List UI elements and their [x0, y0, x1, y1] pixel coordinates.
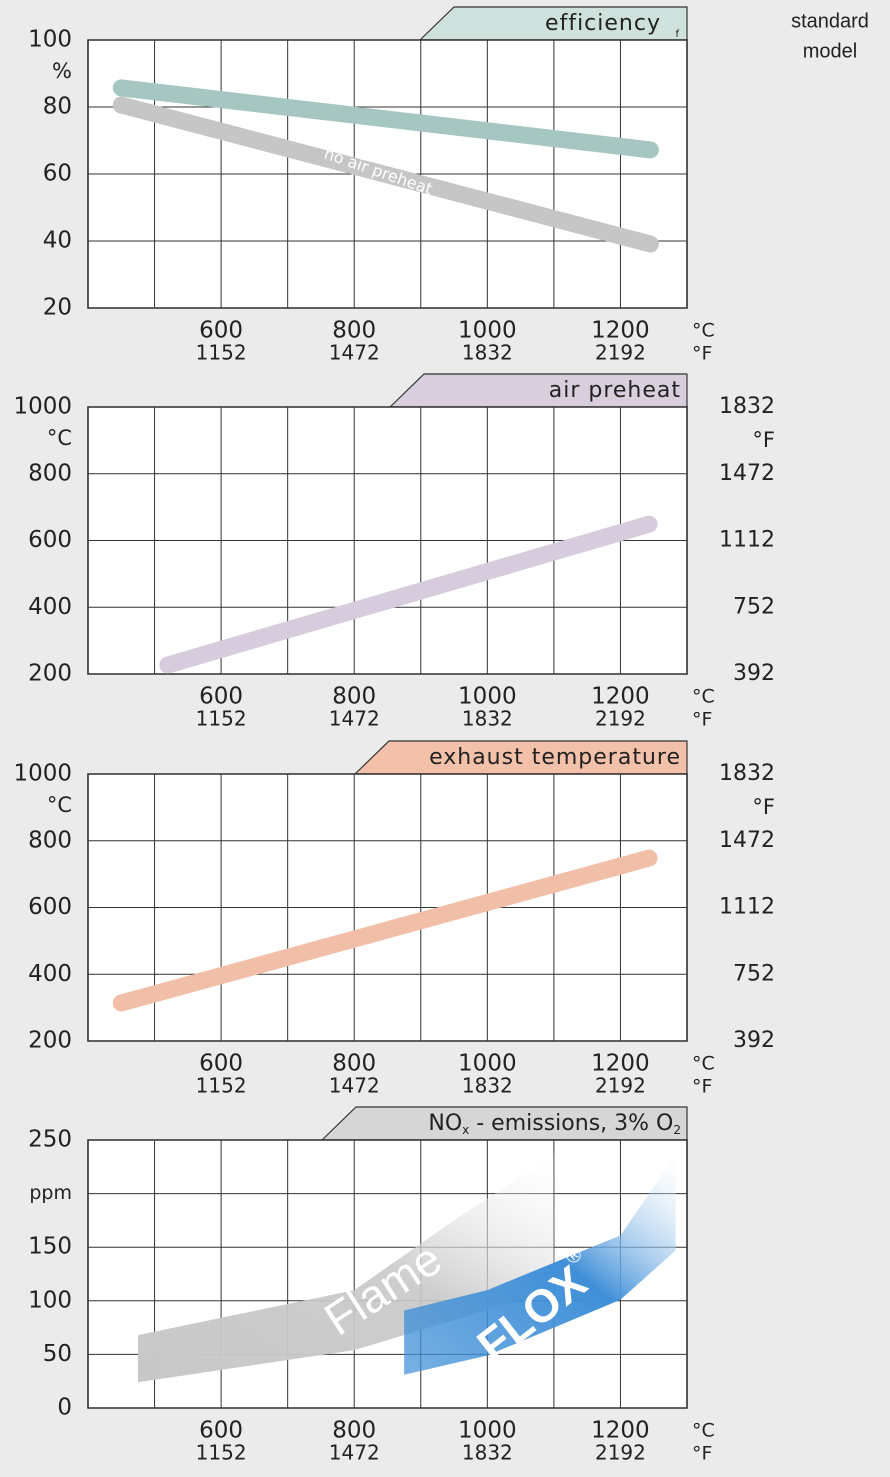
- x2-unit: °F: [692, 709, 712, 731]
- x-tick-label: 1200: [591, 684, 650, 710]
- series-line: [112, 849, 658, 1012]
- x-tick-label: 800: [332, 1051, 376, 1077]
- y2-unit: °F: [752, 795, 775, 819]
- x2-tick-label: 1152: [196, 1074, 247, 1098]
- x-tick-label: 800: [332, 684, 376, 710]
- x2-tick-label: 2192: [595, 1441, 646, 1465]
- x2-tick-label: 1152: [196, 341, 247, 365]
- y2-tick-label: 1112: [719, 528, 775, 553]
- header-line: standard: [791, 10, 869, 32]
- title-part: - emissions, 3% O: [469, 1111, 673, 1136]
- chart-title: exhaust temperature: [429, 745, 681, 770]
- x-tick-label: 1000: [458, 684, 517, 710]
- y-tick-label: 800: [28, 827, 72, 853]
- y2-tick-label: 1832: [719, 761, 775, 786]
- y2-tick-label: 752: [733, 594, 775, 619]
- chart-title: NOx - emissions, 3% O2: [428, 1111, 681, 1137]
- y-unit: °C: [47, 793, 72, 817]
- y-tick-label: 400: [28, 594, 72, 620]
- y-tick-label: 40: [43, 228, 72, 254]
- x2-unit: °F: [692, 1443, 712, 1465]
- title-part: 2: [673, 1123, 681, 1137]
- y-tick-label: 200: [28, 661, 72, 687]
- x-tick-label: 600: [199, 1051, 243, 1077]
- x2-tick-label: 1472: [329, 341, 380, 365]
- series-line: [112, 96, 659, 253]
- chart-title: efficiency: [545, 11, 661, 36]
- y-tick-label: 150: [28, 1234, 72, 1260]
- x2-tick-label: 2192: [595, 707, 646, 731]
- x-unit: °C: [692, 1053, 715, 1075]
- x-tick-label: 1000: [458, 1051, 517, 1077]
- x-tick-label: 1200: [591, 1051, 650, 1077]
- x-unit: °C: [692, 1420, 715, 1442]
- band-area: [404, 1155, 676, 1375]
- x2-tick-label: 1472: [329, 707, 380, 731]
- x-tick-label: 800: [332, 318, 376, 344]
- title-part: NO: [428, 1111, 462, 1136]
- x2-tick-label: 1472: [329, 1441, 380, 1465]
- y2-unit: °F: [752, 428, 775, 452]
- y-tick-label: 100: [28, 1287, 72, 1313]
- y-tick-label: 20: [43, 295, 72, 321]
- x-tick-label: 600: [199, 684, 243, 710]
- x2-tick-label: 1832: [462, 341, 513, 365]
- x2-tick-label: 1832: [462, 707, 513, 731]
- y-tick-label: 600: [28, 894, 72, 920]
- series-line: [159, 515, 658, 674]
- x-tick-label: 1200: [591, 1418, 650, 1444]
- y-tick-label: 80: [43, 94, 72, 120]
- x-tick-label: 1000: [458, 318, 517, 344]
- y2-tick-label: 752: [733, 961, 775, 986]
- y2-tick-label: 1472: [719, 461, 775, 486]
- x2-tick-label: 1152: [196, 1441, 247, 1465]
- x2-tick-label: 1152: [196, 707, 247, 731]
- y-unit: %: [52, 59, 72, 83]
- x2-tick-label: 2192: [595, 1074, 646, 1098]
- x-tick-label: 600: [199, 1418, 243, 1444]
- x-unit: °C: [692, 320, 715, 342]
- x2-unit: °F: [692, 1076, 712, 1098]
- y-tick-label: 800: [28, 460, 72, 486]
- x2-tick-label: 2192: [595, 341, 646, 365]
- y-tick-label: 100: [28, 27, 72, 53]
- x2-unit: °F: [692, 343, 712, 365]
- x2-tick-label: 1832: [462, 1441, 513, 1465]
- y2-tick-label: 392: [733, 1028, 775, 1053]
- x-tick-label: 800: [332, 1418, 376, 1444]
- x-unit: °C: [692, 686, 715, 708]
- y-tick-label: 1000: [13, 761, 72, 787]
- band-area: [137, 1155, 554, 1383]
- y-tick-label: 250: [28, 1127, 72, 1153]
- header-line: model: [803, 40, 857, 62]
- x-tick-label: 1200: [591, 318, 650, 344]
- x-tick-label: 600: [199, 318, 243, 344]
- y2-tick-label: 392: [733, 661, 775, 686]
- y-tick-label: ppm: [29, 1182, 72, 1204]
- y2-tick-label: 1112: [719, 895, 775, 920]
- chart-title: air preheat: [549, 378, 681, 403]
- x-tick-label: 1000: [458, 1418, 517, 1444]
- y-tick-label: 0: [57, 1395, 72, 1421]
- y-tick-label: 600: [28, 527, 72, 553]
- x2-tick-label: 1832: [462, 1074, 513, 1098]
- title-note: f: [675, 29, 679, 40]
- y2-tick-label: 1472: [719, 828, 775, 853]
- y-tick-label: 400: [28, 961, 72, 987]
- x2-tick-label: 1472: [329, 1074, 380, 1098]
- y-unit: °C: [47, 426, 72, 450]
- y-tick-label: 60: [43, 161, 72, 187]
- y-tick-label: 1000: [13, 394, 72, 420]
- y-tick-label: 50: [43, 1341, 72, 1367]
- series-line: [112, 79, 659, 159]
- y2-tick-label: 1832: [719, 394, 775, 419]
- y-tick-label: 200: [28, 1028, 72, 1054]
- title-part: x: [462, 1123, 469, 1137]
